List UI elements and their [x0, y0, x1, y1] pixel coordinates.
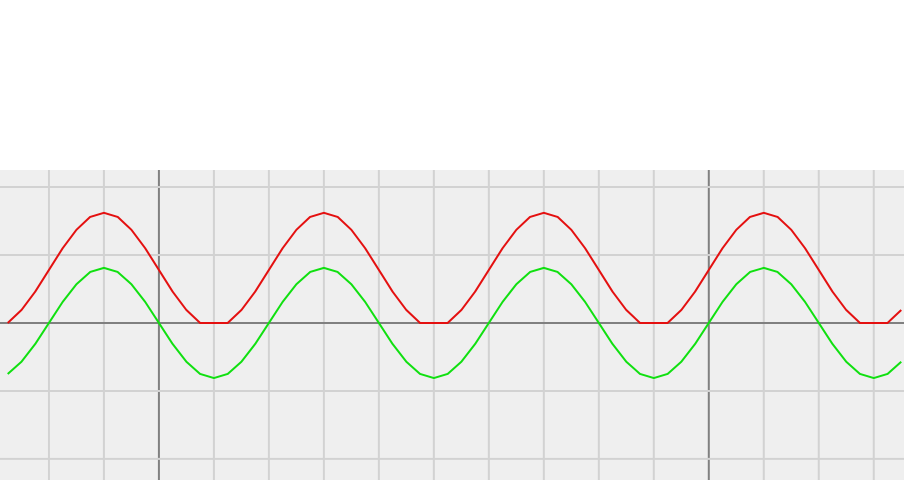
- line-series: [7, 211, 902, 324]
- line-series: [7, 266, 902, 380]
- plot-background: [0, 170, 904, 480]
